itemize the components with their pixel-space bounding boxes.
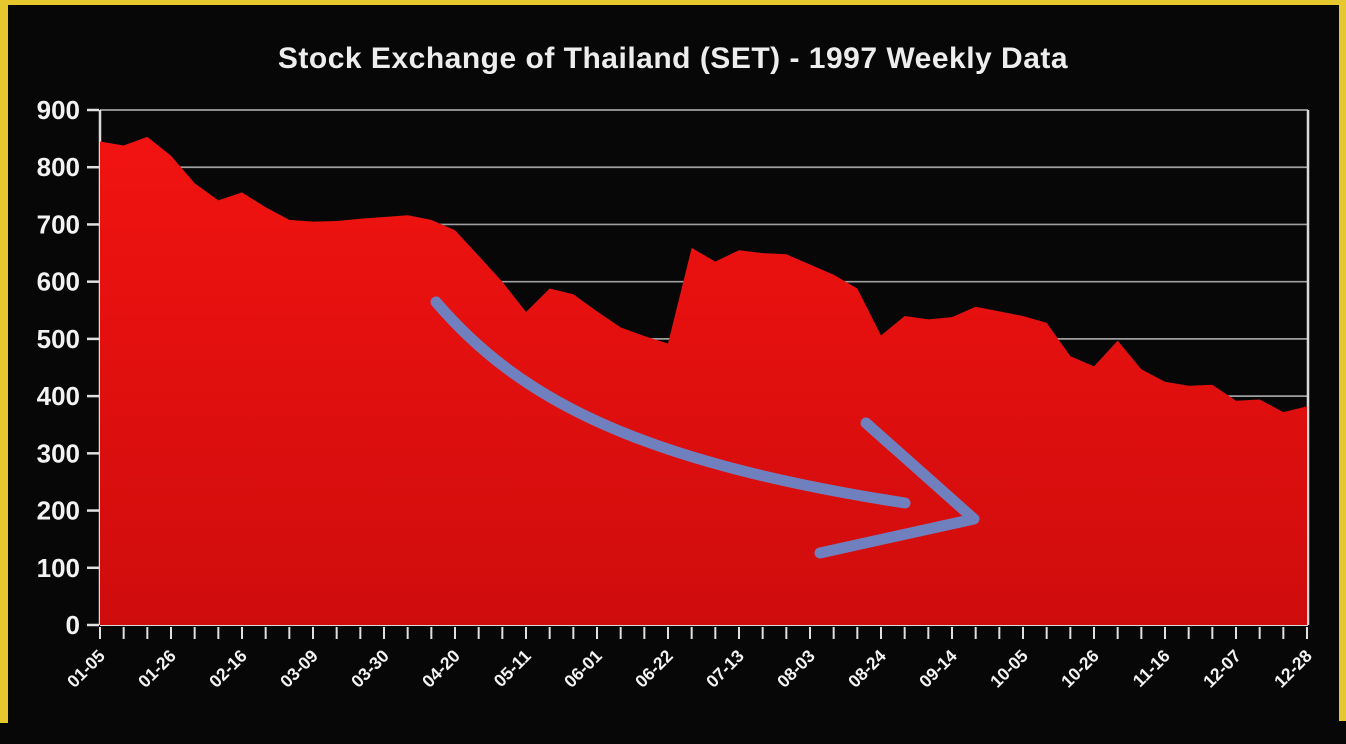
svg-text:100: 100 xyxy=(37,553,80,583)
svg-text:03-30: 03-30 xyxy=(347,646,393,692)
svg-text:200: 200 xyxy=(37,496,80,526)
y-axis-labels: 0 100 200 300 400 500 600 700 800 900 xyxy=(37,95,80,640)
svg-text:03-09: 03-09 xyxy=(276,646,322,692)
area-series-set-index xyxy=(100,136,1307,625)
slide-border-left xyxy=(0,0,8,723)
x-tick-marks xyxy=(99,627,1308,639)
chart-title: Stock Exchange of Thailand (SET) - 1997 … xyxy=(277,42,1069,75)
svg-text:08-24: 08-24 xyxy=(844,646,890,692)
svg-text:800: 800 xyxy=(37,152,80,182)
svg-text:10-26: 10-26 xyxy=(1057,646,1103,692)
svg-text:02-16: 02-16 xyxy=(205,646,251,692)
trend-arrow xyxy=(430,296,980,559)
svg-text:06-22: 06-22 xyxy=(631,646,677,692)
svg-text:09-14: 09-14 xyxy=(915,646,961,692)
svg-text:06-01: 06-01 xyxy=(560,646,606,692)
slide-border-top xyxy=(0,0,1346,5)
svg-text:0: 0 xyxy=(66,610,80,640)
svg-text:08-03: 08-03 xyxy=(773,646,819,692)
svg-text:01-26: 01-26 xyxy=(134,646,180,692)
slide-border-right xyxy=(1339,0,1346,721)
svg-text:07-13: 07-13 xyxy=(702,646,748,692)
svg-text:04-20: 04-20 xyxy=(418,646,464,692)
svg-text:10-05: 10-05 xyxy=(986,646,1032,692)
svg-text:01-05: 01-05 xyxy=(63,646,109,692)
svg-text:500: 500 xyxy=(37,324,80,354)
svg-text:400: 400 xyxy=(37,381,80,411)
x-axis-labels: 01-05 01-26 02-16 03-09 03-30 04-20 05-11 06-01… xyxy=(63,646,1316,692)
svg-text:300: 300 xyxy=(37,438,80,468)
svg-text:05-11: 05-11 xyxy=(490,646,535,691)
svg-text:700: 700 xyxy=(37,209,80,239)
y-tick-marks xyxy=(87,108,99,627)
svg-text:12-07: 12-07 xyxy=(1199,646,1245,692)
svg-text:600: 600 xyxy=(37,267,80,297)
svg-text:11-16: 11-16 xyxy=(1129,646,1174,691)
svg-text:12-28: 12-28 xyxy=(1270,646,1316,692)
svg-text:900: 900 xyxy=(37,95,80,125)
